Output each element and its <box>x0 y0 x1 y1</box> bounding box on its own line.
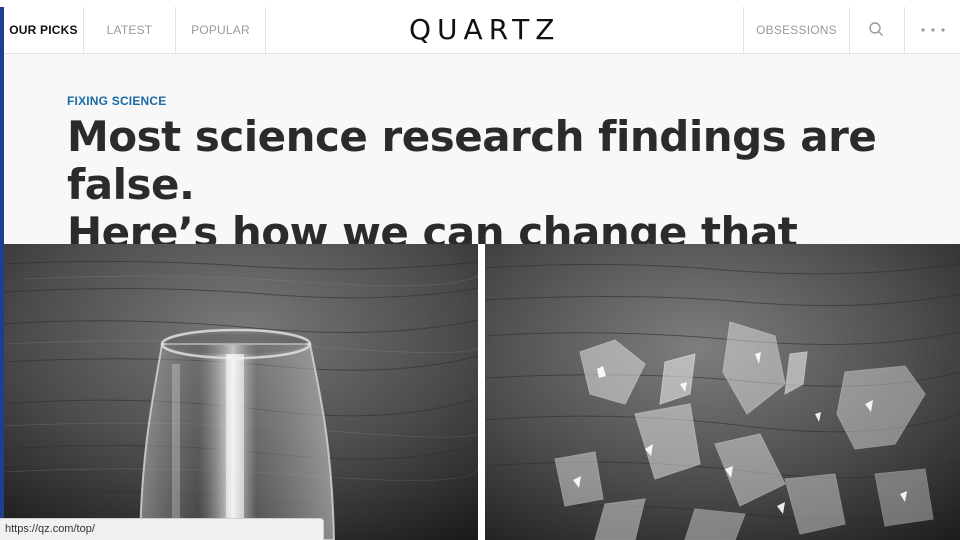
article-header <box>4 54 960 244</box>
intact-glass-illustration <box>4 244 478 540</box>
hero-image-intact-glass <box>4 244 478 540</box>
nav-obsessions[interactable]: OBSESSIONS <box>743 7 849 53</box>
top-navigation: OUR PICKS LATEST POPULAR QUARTZ OBSESSIO… <box>4 7 960 54</box>
browser-status-bar: https://qz.com/top/ <box>0 518 324 540</box>
image-divider <box>478 244 485 540</box>
nav-our-picks[interactable]: OUR PICKS <box>4 7 84 53</box>
quartz-logo[interactable]: QUARTZ <box>409 13 561 46</box>
search-icon <box>869 22 883 36</box>
article-headline: Most science research findings are false… <box>67 113 937 257</box>
left-accent-bar <box>0 7 4 540</box>
more-icon <box>921 28 945 32</box>
shattered-glass-illustration <box>485 244 960 540</box>
top-strip <box>0 0 960 7</box>
search-button[interactable] <box>849 7 904 53</box>
nav-popular[interactable]: POPULAR <box>176 7 266 53</box>
hero-image-shattered-glass <box>485 244 960 540</box>
nav-latest[interactable]: LATEST <box>84 7 176 53</box>
headline-line-1: Most science research findings are false… <box>67 112 877 209</box>
more-button[interactable] <box>904 7 960 53</box>
article-kicker[interactable]: FIXING SCIENCE <box>67 94 167 108</box>
